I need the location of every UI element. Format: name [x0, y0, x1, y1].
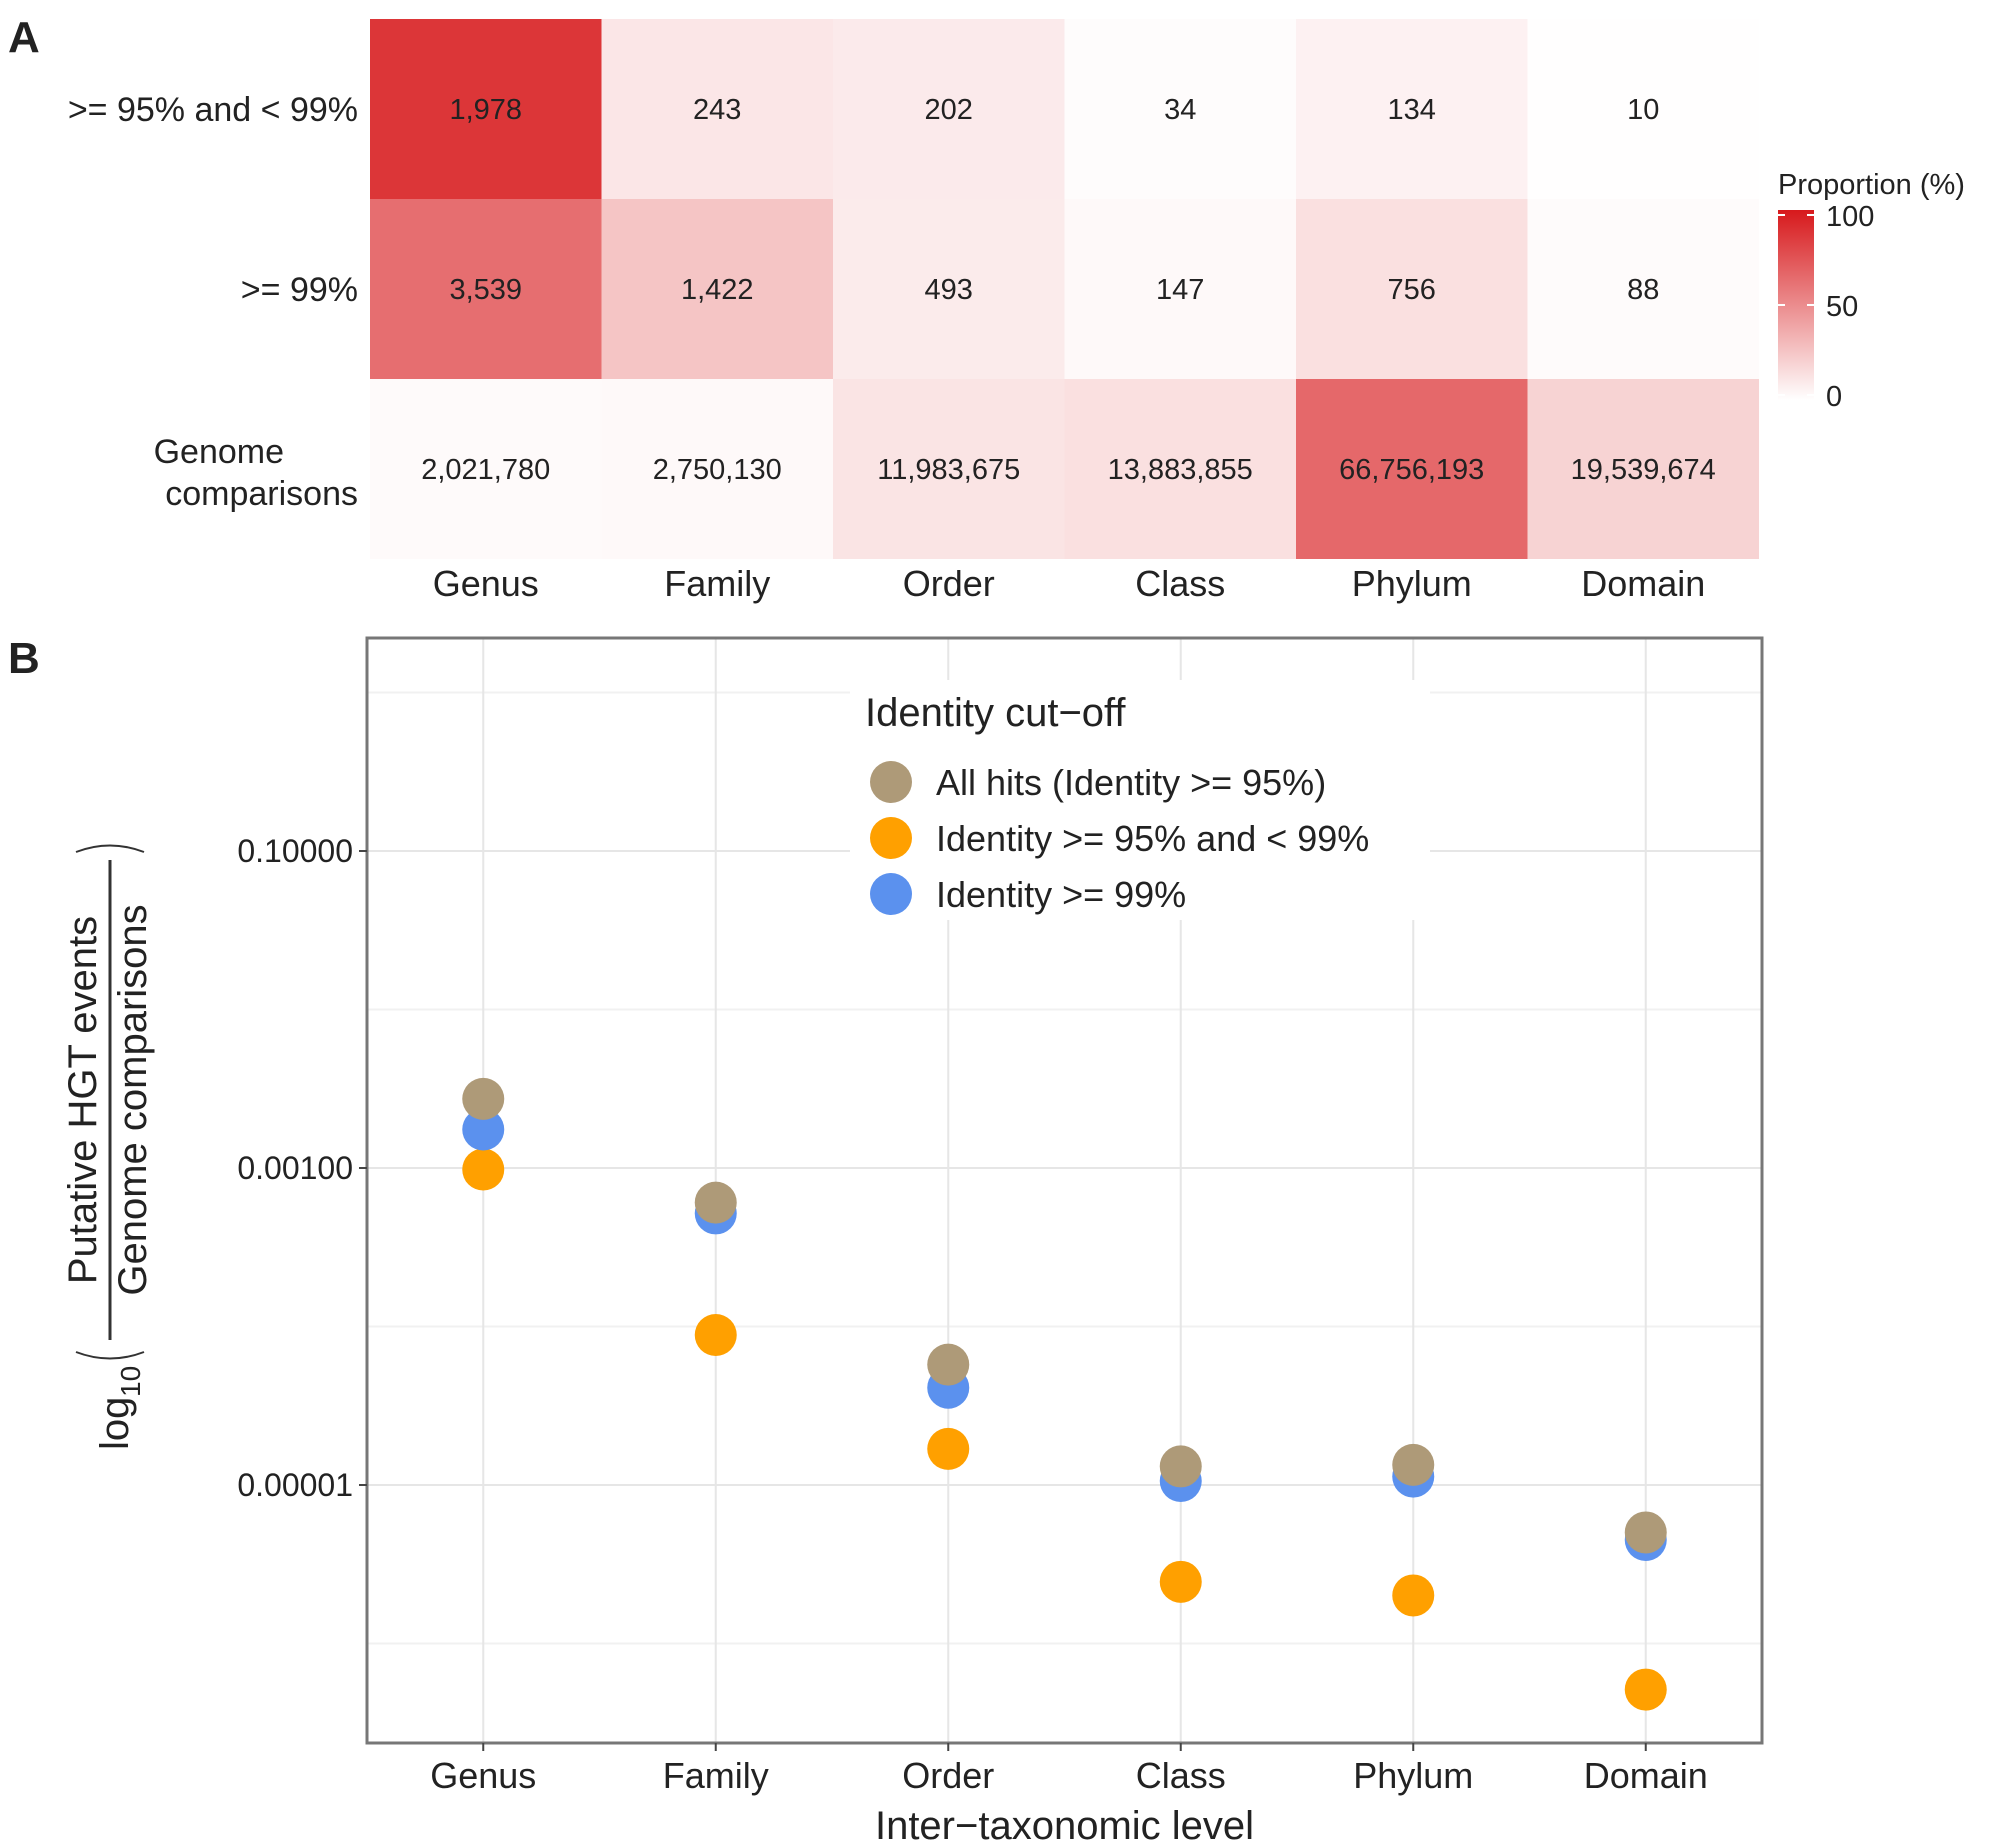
y-axis-label-log: log — [93, 1397, 137, 1450]
legend-key — [870, 817, 912, 859]
heatmap-column-label: Phylum — [1352, 563, 1472, 604]
y-axis-label-subscript: 10 — [115, 1366, 146, 1397]
heatmap: 1,978 243 202 34 134 10 >= 95% and < 99% 3,539 1… — [68, 19, 1759, 604]
heatmap-cell — [1296, 19, 1528, 199]
data-point — [694, 1313, 737, 1356]
data-point — [1624, 1668, 1667, 1711]
legend-key — [870, 761, 912, 803]
heatmap-cell-value: 1,978 — [449, 94, 522, 126]
heatmap-cell-value: 243 — [693, 94, 741, 126]
heatmap-cell — [1527, 199, 1759, 379]
heatmap-cell-value: 88 — [1627, 274, 1659, 306]
x-tick-label: Phylum — [1353, 1755, 1473, 1796]
y-tick-label: 0.00001 — [237, 1467, 353, 1503]
plot-border — [365, 636, 1764, 1745]
heatmap-cell-value: 34 — [1164, 94, 1196, 126]
legend-tick-label: 0 — [1826, 381, 1842, 413]
legend-label: All hits (Identity >= 95%) — [936, 762, 1326, 803]
heatmap-cell — [1296, 379, 1528, 559]
heatmap-column-label: Genus — [433, 563, 539, 604]
heatmap-cell — [833, 19, 1065, 199]
heatmap-cell-value: 19,539,674 — [1571, 454, 1716, 486]
heatmap-cell-value: 493 — [925, 274, 973, 306]
heatmap-cell-value: 11,983,675 — [877, 454, 1020, 486]
heatmap-row-label: comparisons — [165, 475, 358, 513]
heatmap-cell — [1064, 199, 1296, 379]
heatmap-column-label: Domain — [1581, 563, 1705, 604]
heatmap-cell-value: 756 — [1388, 274, 1436, 306]
heatmap-cell — [1527, 19, 1759, 199]
heatmap-cell-value: 3,539 — [449, 274, 522, 306]
heatmap-cell-value: 147 — [1156, 274, 1204, 306]
heatmap-legend: Proportion (%)100 50 0 — [1778, 169, 1965, 413]
data-point — [927, 1427, 970, 1470]
heatmap-row-label: >= 95% and < 99% — [68, 91, 358, 129]
heatmap-cell — [1064, 379, 1296, 559]
y-axis-label-paren-right — [75, 844, 145, 853]
y-axis-label-paren-left — [75, 1351, 145, 1360]
panel-b-label: B — [8, 634, 40, 683]
heatmap-cell — [833, 199, 1065, 379]
y-axis-label-numerator: Putative HGT events — [61, 916, 105, 1284]
heatmap-cell-value: 134 — [1388, 94, 1436, 126]
heatmap-column-label: Family — [664, 563, 770, 604]
data-point — [462, 1108, 505, 1151]
data-point — [1159, 1445, 1202, 1488]
heatmap-cell — [370, 19, 602, 199]
data-point — [694, 1181, 737, 1224]
heatmap-cell — [833, 379, 1065, 559]
x-tick-label: Domain — [1584, 1755, 1708, 1796]
heatmap-cell — [1527, 379, 1759, 559]
y-tick-label: 0.00100 — [237, 1150, 353, 1186]
heatmap-cell — [601, 379, 833, 559]
legend-tick-label: 100 — [1826, 201, 1874, 233]
data-point — [1159, 1560, 1202, 1603]
x-axis-label: Inter−taxonomic level — [875, 1804, 1254, 1846]
heatmap-cell-value: 13,883,855 — [1108, 454, 1253, 486]
heatmap-cell — [1296, 199, 1528, 379]
heatmap-row-label: >= 99% — [241, 271, 358, 309]
data-point — [1392, 1443, 1435, 1486]
legend-title: Identity cut−off — [865, 691, 1126, 735]
heatmap-cell-value: 66,756,193 — [1339, 454, 1484, 486]
heatmap-cell — [601, 199, 833, 379]
heatmap-cell-value: 2,750,130 — [653, 454, 782, 486]
x-tick-label: Class — [1136, 1755, 1226, 1796]
heatmap-cell — [1064, 19, 1296, 199]
scatter-plot: 0.10000 0.00100 0.00001 Genus Family Order Cla… — [61, 636, 1764, 1846]
legend-key — [870, 873, 912, 915]
heatmap-row-label: Genome — [154, 433, 284, 471]
y-axis-label-denominator: Genome comparisons — [111, 904, 155, 1295]
data-point — [1392, 1574, 1435, 1617]
data-point — [927, 1343, 970, 1386]
x-tick-label: Order — [902, 1755, 994, 1796]
data-point — [1624, 1511, 1667, 1554]
heatmap-cell-value: 202 — [925, 94, 973, 126]
x-tick-label: Genus — [430, 1755, 536, 1796]
heatmap-cell — [370, 379, 602, 559]
legend-title: Proportion (%) — [1778, 169, 1965, 201]
data-point — [462, 1148, 505, 1191]
heatmap-cell-value: 10 — [1627, 94, 1659, 126]
legend-background — [850, 680, 1430, 920]
heatmap-column-label: Order — [903, 563, 995, 604]
legend-label: Identity >= 99% — [936, 874, 1186, 915]
heatmap-column-label: Class — [1135, 563, 1225, 604]
y-tick-label: 0.10000 — [237, 833, 353, 869]
panel-a-label: A — [8, 13, 40, 62]
heatmap-cell — [370, 199, 602, 379]
legend-label: Identity >= 95% and < 99% — [936, 818, 1369, 859]
heatmap-cell-value: 1,422 — [681, 274, 754, 306]
data-point — [462, 1077, 505, 1120]
x-tick-label: Family — [663, 1755, 769, 1796]
heatmap-cell-value: 2,021,780 — [421, 454, 550, 486]
heatmap-cell — [601, 19, 833, 199]
legend-tick-label: 50 — [1826, 291, 1858, 323]
